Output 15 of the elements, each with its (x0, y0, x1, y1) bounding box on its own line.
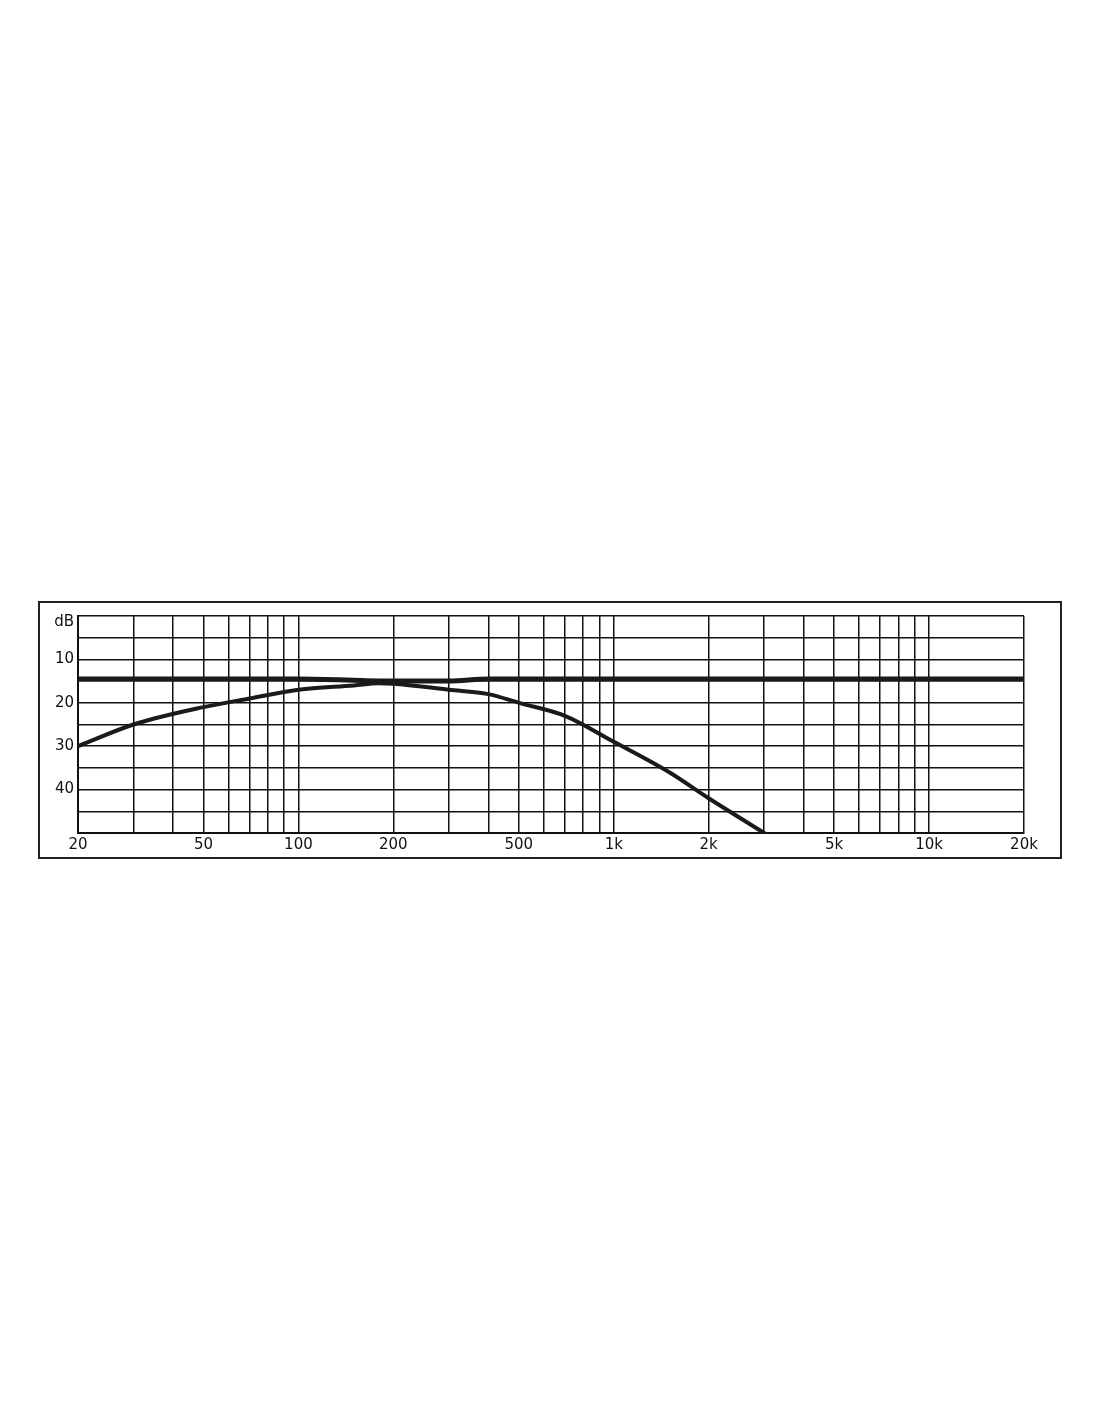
x-tick-label: 100 (284, 834, 313, 853)
x-tick-label: 20k (1010, 834, 1039, 853)
y-tick-label: 30 (54, 736, 74, 755)
y-tick-label: 20 (54, 692, 74, 711)
x-tick-label: 2k (699, 834, 719, 853)
x-tick-label: 200 (379, 834, 408, 853)
y-axis-title: dB (54, 611, 74, 630)
x-tick-label: 1k (604, 834, 624, 853)
x-tick-label: 50 (193, 834, 214, 853)
y-tick-label: 40 (54, 779, 74, 798)
y-tick-label: 10 (54, 649, 74, 668)
x-tick-label: 5k (825, 834, 844, 853)
x-tick-label: 500 (504, 834, 534, 853)
x-tick-label: 10k (915, 834, 944, 853)
x-tick-label: 20 (68, 834, 88, 853)
